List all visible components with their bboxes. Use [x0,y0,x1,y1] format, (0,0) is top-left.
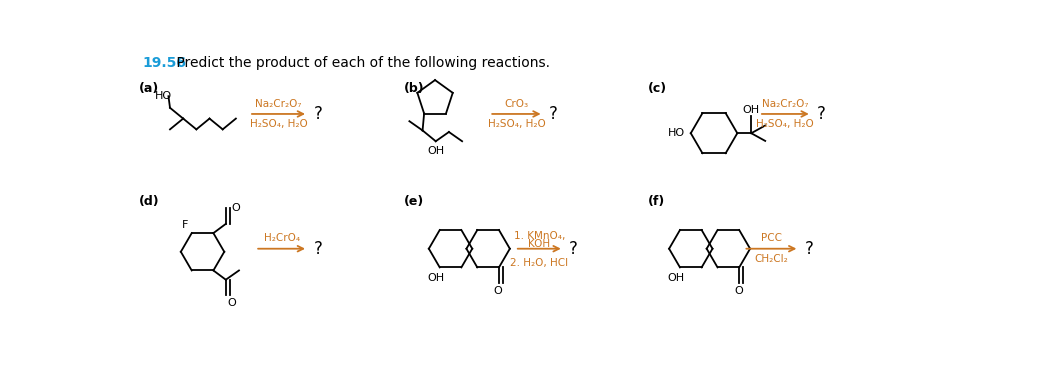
Text: (e): (e) [404,195,424,208]
Text: KOH: KOH [528,239,550,249]
Text: ?: ? [804,240,814,258]
Text: CrO₃: CrO₃ [504,99,528,109]
Text: Na₂Cr₂O₇: Na₂Cr₂O₇ [255,99,301,109]
Text: CH₂Cl₂: CH₂Cl₂ [755,254,789,264]
Text: OH: OH [742,105,760,115]
Text: H₂SO₄, H₂O: H₂SO₄, H₂O [487,119,545,129]
Text: (c): (c) [648,82,668,95]
Text: O: O [734,286,742,296]
Text: 19.56: 19.56 [143,56,187,70]
Text: Na₂Cr₂O₇: Na₂Cr₂O₇ [762,99,808,109]
Text: (b): (b) [404,82,424,95]
Text: (d): (d) [139,195,160,208]
Text: HO: HO [668,128,686,138]
Text: H₂CrO₄: H₂CrO₄ [264,233,299,243]
Text: OH: OH [427,146,444,156]
Text: O: O [228,298,236,308]
Text: (a): (a) [139,82,160,95]
Text: 2. H₂O, HCl: 2. H₂O, HCl [510,258,568,268]
Text: O: O [231,204,240,213]
Text: F: F [183,220,189,230]
Text: H₂SO₄, H₂O: H₂SO₄, H₂O [250,119,308,129]
Text: (f): (f) [648,195,666,208]
Text: HO: HO [154,91,171,101]
Text: Predict the product of each of the following reactions.: Predict the product of each of the follo… [171,56,549,70]
Text: ?: ? [569,240,578,258]
Text: ?: ? [313,105,322,123]
Text: PCC: PCC [761,233,782,243]
Text: O: O [494,286,503,296]
Text: ?: ? [549,105,558,123]
Text: OH: OH [427,273,444,283]
Text: H₂SO₄, H₂O: H₂SO₄, H₂O [756,119,814,129]
Text: ?: ? [313,240,322,258]
Text: OH: OH [668,273,685,283]
Text: ?: ? [817,105,826,123]
Text: 1. KMnO₄,: 1. KMnO₄, [513,231,565,241]
